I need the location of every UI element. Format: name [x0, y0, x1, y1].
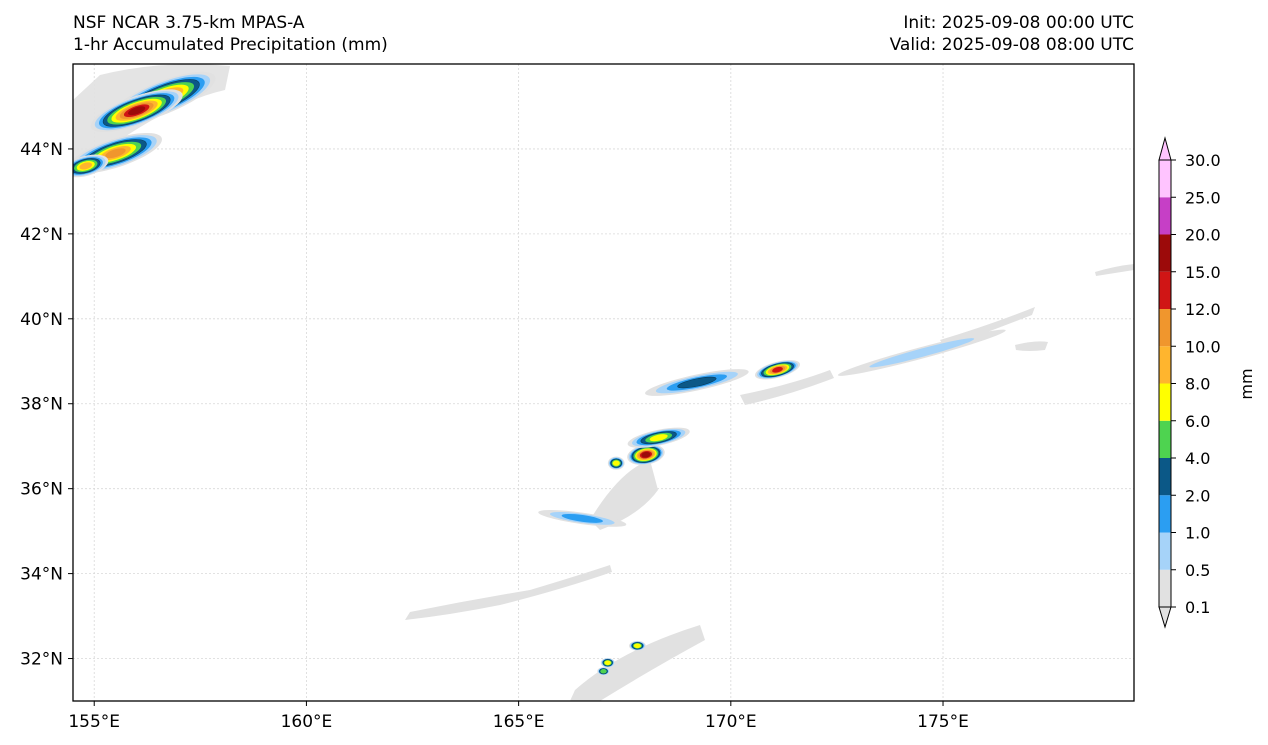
- precip-contour: [600, 669, 607, 674]
- precipitation-field: [73, 64, 1134, 701]
- colorbar-tick-label: 12.0: [1185, 300, 1221, 319]
- precip-cyclone-eyewall-west: [607, 456, 625, 470]
- colorbar-tick-label: 20.0: [1185, 226, 1221, 245]
- colorbar-tick-label: 0.5: [1185, 561, 1210, 580]
- colorbar-segment: [1159, 458, 1171, 496]
- colorbar-segment: [1159, 495, 1171, 533]
- lat-tick-label: 44°N: [20, 140, 63, 160]
- colorbar-tick-label: 15.0: [1185, 263, 1221, 282]
- precip-contour: [105, 148, 126, 159]
- precip-spiral-band-south: [538, 509, 627, 527]
- lat-tick-label: 42°N: [20, 225, 63, 245]
- colorbar-segment: [1159, 346, 1171, 384]
- precip-contour: [677, 376, 717, 389]
- precip-cyclone-band-north: [627, 427, 690, 448]
- colorbar-segment: [1159, 383, 1171, 421]
- map-background: [73, 64, 1134, 701]
- longitude-axis: 155°E 160°E 165°E 170°E 175°E: [68, 701, 969, 732]
- precip-contour: [641, 451, 651, 458]
- colorbar-extend-max: [1158, 136, 1172, 161]
- lon-tick-label: 175°E: [917, 712, 969, 732]
- precip-southern-cell-1: [629, 640, 646, 651]
- init-time: Init: 2025-09-08 00:00 UTC: [903, 13, 1134, 33]
- colorbar-segments: [1158, 136, 1172, 629]
- colorbar-tick-label: 0.1: [1185, 598, 1210, 617]
- colorbar-tick-label: 1.0: [1185, 524, 1210, 543]
- lat-tick-label: 34°N: [20, 565, 63, 585]
- precip-frontal-band-tail: [837, 329, 1006, 376]
- colorbar-segment: [1159, 160, 1171, 198]
- precip-northwest-rainband-middle: [90, 89, 183, 133]
- precip-southern-cell-2: [600, 657, 615, 668]
- colorbar-tick-label: 2.0: [1185, 486, 1210, 505]
- precip-contour: [561, 513, 603, 523]
- colorbar-tick-label: 4.0: [1185, 449, 1210, 468]
- colorbar-segment: [1159, 234, 1171, 272]
- lon-tick-label: 170°E: [705, 712, 757, 732]
- colorbar-tick-label: 8.0: [1185, 375, 1210, 394]
- lat-tick-label: 40°N: [20, 310, 63, 330]
- graticule: [73, 64, 1134, 701]
- precip-cyclone-core: [627, 444, 665, 466]
- colorbar-segment: [1159, 271, 1171, 309]
- lon-tick-label: 165°E: [493, 712, 545, 732]
- precip-southern-cell-3: [597, 667, 610, 676]
- colorbar-segment: [1159, 420, 1171, 458]
- precip-contour: [869, 338, 975, 368]
- colorbar-tick-label: 10.0: [1185, 337, 1221, 356]
- lat-tick-label: 36°N: [20, 480, 63, 500]
- colorbar-segment: [1159, 569, 1171, 607]
- precip-contour: [772, 366, 783, 373]
- latitude-axis: 32°N 34°N 36°N 38°N 40°N 42°N 44°N: [20, 140, 73, 670]
- colorbar-unit-label: mm: [1237, 368, 1256, 399]
- field-title: 1-hr Accumulated Precipitation (mm): [73, 35, 388, 55]
- precip-contour: [128, 106, 146, 116]
- colorbar-segment: [1159, 532, 1171, 570]
- colorbar-segment: [1159, 309, 1171, 347]
- valid-time: Valid: 2025-09-08 08:00 UTC: [889, 35, 1134, 55]
- map-frame: [72, 63, 1135, 702]
- colorbar-segment: [1159, 197, 1171, 235]
- lat-tick-label: 32°N: [20, 650, 63, 670]
- precip-frontal-band-east-cell: [754, 360, 801, 380]
- colorbar-ticks: 0.1 0.5 1.0 2.0 4.0 6.0 8.0 10.0 12.0 15.0 20.0 25.…: [1171, 151, 1221, 617]
- title-left: NSF NCAR 3.75-km MPAS-A 1-hr Accumulated…: [73, 12, 388, 56]
- model-title: NSF NCAR 3.75-km MPAS-A: [73, 13, 305, 33]
- colorbar-tick-label: 30.0: [1185, 151, 1221, 170]
- lon-tick-label: 155°E: [68, 712, 120, 732]
- precip-northwest-rainband-edge: [73, 154, 109, 178]
- colorbar-extend-min: [1158, 606, 1172, 629]
- precip-contour: [604, 660, 611, 666]
- title-right: Init: 2025-09-08 00:00 UTC Valid: 2025-0…: [890, 12, 1134, 56]
- precip-frontal-band-center: [645, 369, 749, 396]
- lon-tick-label: 160°E: [281, 712, 333, 732]
- colorbar-tick-label: 6.0: [1185, 412, 1210, 431]
- precip-contour: [633, 643, 641, 649]
- precip-contour: [79, 162, 93, 170]
- lat-tick-label: 38°N: [20, 395, 63, 415]
- precip-contour: [649, 434, 668, 442]
- colorbar-tick-label: 25.0: [1185, 188, 1221, 207]
- precip-contour: [612, 460, 620, 466]
